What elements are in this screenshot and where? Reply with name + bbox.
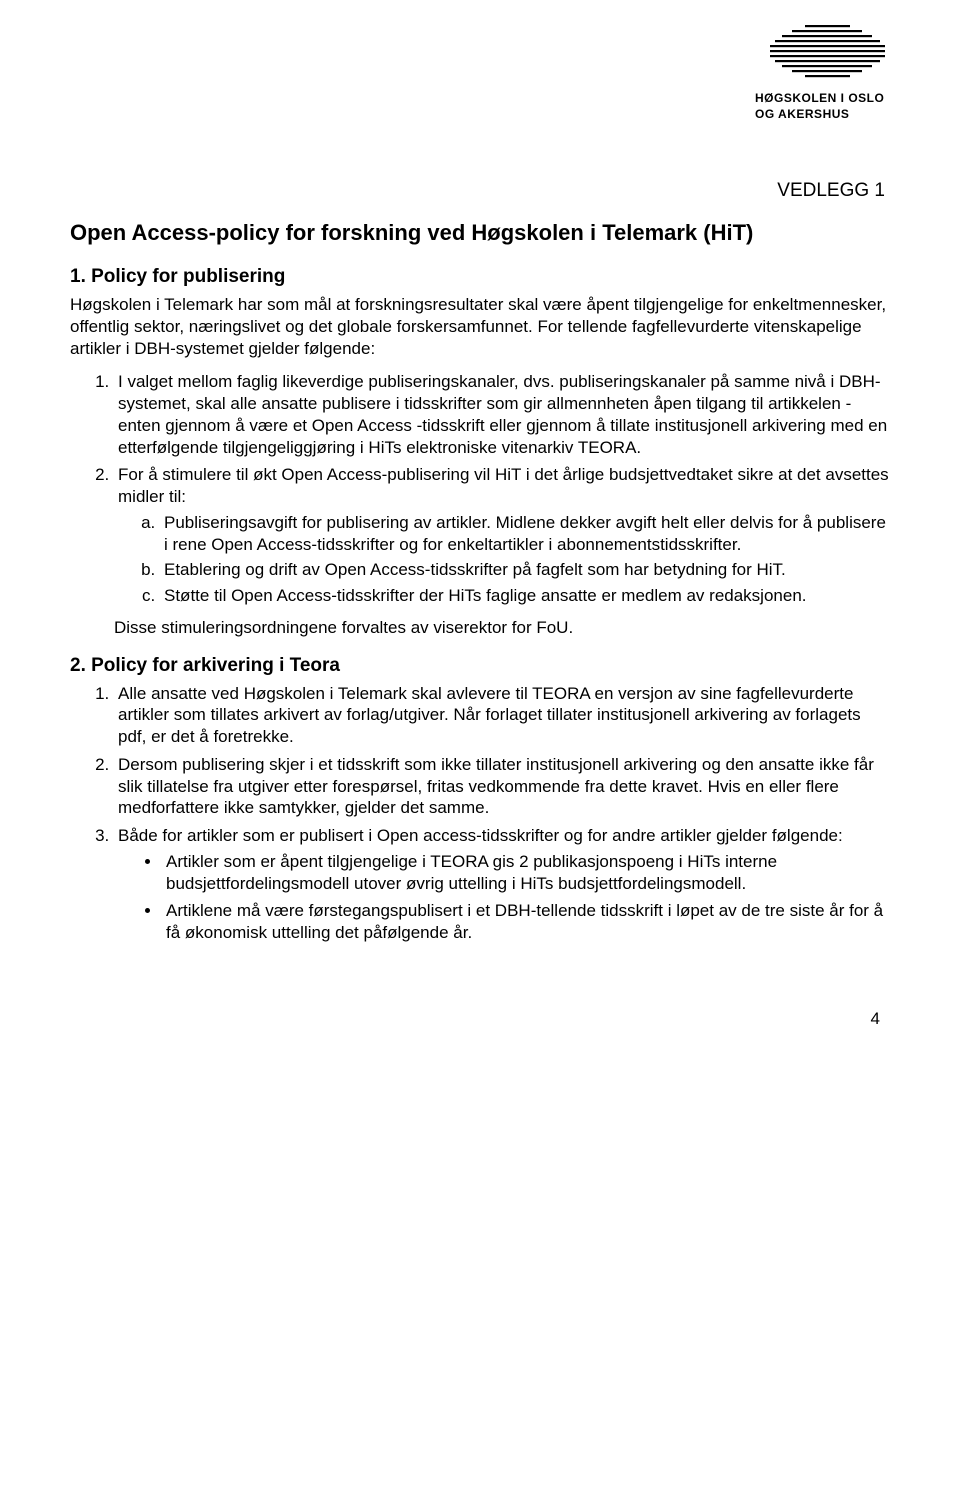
list-item: Artiklene må være førstegangspublisert i… <box>162 900 890 944</box>
section1-heading: 1. Policy for publisering <box>70 266 890 288</box>
section1-list: I valget mellom faglig likeverdige publi… <box>70 371 890 607</box>
list-item: Alle ansatte ved Høgskolen i Telemark sk… <box>114 683 890 748</box>
list-item: I valget mellom faglig likeverdige publi… <box>114 371 890 458</box>
item-text: Dersom publisering skjer i et tidsskrift… <box>118 755 874 818</box>
section1-closing: Disse stimuleringsordningene forvaltes a… <box>114 617 890 639</box>
item-text: Både for artikler som er publisert i Ope… <box>118 826 843 845</box>
attachment-label: VEDLEGG 1 <box>70 180 890 202</box>
section2-heading: 2. Policy for arkivering i Teora <box>70 655 890 677</box>
section2-bullets: Artikler som er åpent tilgjengelige i TE… <box>118 851 890 944</box>
subitem-text: Publiseringsavgift for publisering av ar… <box>164 513 886 554</box>
page-number: 4 <box>70 1009 890 1029</box>
logo-text-line1: HØGSKOLEN I OSLO <box>755 91 884 105</box>
list-item: Både for artikler som er publisert i Ope… <box>114 825 890 944</box>
document-page: HØGSKOLEN I OSLO OG AKERSHUS VEDLEGG 1 O… <box>0 0 960 1069</box>
list-item: Støtte til Open Access-tidsskrifter der … <box>160 585 890 607</box>
logo-text-line2: OG AKERSHUS <box>755 107 849 121</box>
bullet-text: Artikler som er åpent tilgjengelige i TE… <box>166 852 777 893</box>
section2-list: Alle ansatte ved Høgskolen i Telemark sk… <box>70 683 890 944</box>
list-item: Etablering og drift av Open Access-tidss… <box>160 559 890 581</box>
item-text: Alle ansatte ved Høgskolen i Telemark sk… <box>118 684 861 747</box>
list-item: Artikler som er åpent tilgjengelige i TE… <box>162 851 890 895</box>
logo-text: HØGSKOLEN I OSLO OG AKERSHUS <box>755 90 905 122</box>
section1-intro: Høgskolen i Telemark har som mål at fors… <box>70 294 890 359</box>
list-item: Dersom publisering skjer i et tidsskrift… <box>114 754 890 819</box>
section1-subitems: Publiseringsavgift for publisering av ar… <box>118 512 890 607</box>
institution-logo: HØGSKOLEN I OSLO OG AKERSHUS <box>755 25 905 122</box>
item-text: I valget mellom faglig likeverdige publi… <box>118 372 887 456</box>
logo-mark-icon <box>770 25 885 80</box>
subitem-text: Etablering og drift av Open Access-tidss… <box>164 560 786 579</box>
document-title: Open Access-policy for forskning ved Høg… <box>70 220 890 246</box>
subitem-text: Støtte til Open Access-tidsskrifter der … <box>164 586 807 605</box>
bullet-text: Artiklene må være førstegangspublisert i… <box>166 901 883 942</box>
list-item: For å stimulere til økt Open Access-publ… <box>114 464 890 607</box>
item-text: For å stimulere til økt Open Access-publ… <box>118 465 889 506</box>
list-item: Publiseringsavgift for publisering av ar… <box>160 512 890 556</box>
